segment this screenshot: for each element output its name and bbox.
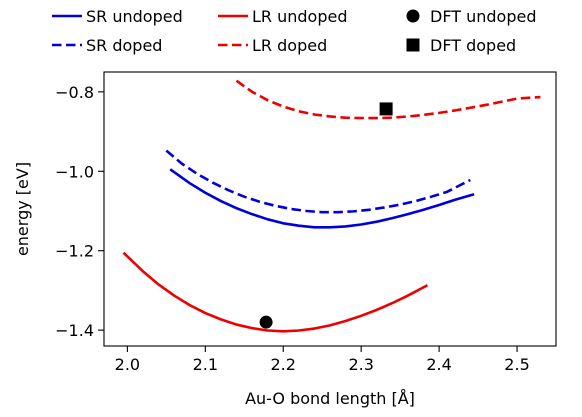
legend-swatch (406, 38, 420, 52)
x-tick-label: 2.5 (504, 355, 529, 374)
legend-entry-lr-undoped: LR undoped (218, 7, 348, 26)
y-tick-label: −1.0 (55, 162, 94, 181)
x-axis-label: Au-O bond length [Å] (245, 389, 415, 408)
legend-entry-dft-doped: DFT doped (406, 36, 516, 55)
legend-label: DFT undoped (430, 7, 536, 26)
point-dft-undoped (259, 315, 273, 329)
x-tick-label: 2.2 (271, 355, 296, 374)
legend-entry-sr-doped: SR doped (52, 36, 162, 55)
legend-entry-dft-undoped: DFT undoped (406, 7, 536, 26)
y-tick-label: −1.4 (55, 321, 94, 340)
plot-area (122, 79, 541, 333)
legend-label: SR undoped (86, 7, 183, 26)
axes: 2.0 2.1 2.2 2.3 2.4 2.5 −0.8 −1.0 −1.2 −1.4 (55, 71, 557, 374)
x-tick-label: 2.0 (115, 355, 140, 374)
x-tick-label: 2.4 (426, 355, 451, 374)
series-line-sr-doped (165, 149, 471, 214)
y-tick-label: −1.2 (55, 242, 94, 261)
point-dft-doped (379, 102, 393, 116)
series-line-sr-undoped (169, 168, 475, 229)
legend-entry-lr-doped: LR doped (218, 36, 327, 55)
y-axis-label: energy [eV] (13, 162, 32, 256)
legend-entry-sr-undoped: SR undoped (52, 7, 183, 26)
legend-label: SR doped (86, 36, 162, 55)
legend: SR undoped LR undoped DFT undoped SR doped L… (52, 7, 536, 55)
axes-frame (103, 71, 557, 347)
x-tick-label: 2.3 (348, 355, 373, 374)
legend-label: DFT doped (430, 36, 516, 55)
legend-label: LR doped (252, 36, 327, 55)
legend-label: LR undoped (252, 7, 348, 26)
series-line-lr-doped (235, 79, 541, 120)
legend-swatch (406, 9, 420, 23)
x-tick-label: 2.1 (193, 355, 218, 374)
y-tick-label: −0.8 (55, 83, 94, 102)
series-line-lr-undoped (122, 251, 429, 333)
